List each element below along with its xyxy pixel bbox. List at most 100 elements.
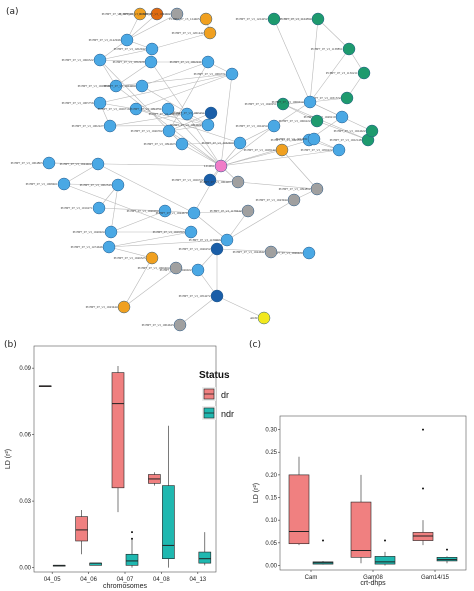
network-node-circle xyxy=(161,102,175,116)
network-node-label: PCHP7_07_v3_1043444 xyxy=(86,305,118,309)
network-edge xyxy=(168,61,209,132)
plot-frame xyxy=(33,345,217,573)
network-node: PCHP7_07_v3_1024264 xyxy=(104,79,149,93)
network-node-circle xyxy=(201,118,215,132)
network-node-label: PCHP7_07_v3_124465 xyxy=(169,17,200,21)
network-edge xyxy=(99,73,233,104)
network-edge xyxy=(282,103,318,122)
network-node-label: PCHP7_07_v3_1024622 xyxy=(334,129,366,133)
network-edge xyxy=(181,143,222,167)
network-node-circle xyxy=(187,206,201,220)
y-tick-label: 0.06 xyxy=(19,433,31,439)
network-node: PCHP7_07_v3_1043444 xyxy=(86,300,131,314)
y-tick-label: 0.05 xyxy=(265,541,277,547)
boxplot-chromosomes-panel: (b) 0.00 0.03 0.06 0.09 04_05 04_06 04_07 04_08… xyxy=(4,340,234,590)
network-node-circle xyxy=(241,204,255,218)
network-node-label: PCHP7_07_v3_1044642 xyxy=(233,250,265,254)
network-edge xyxy=(186,113,222,167)
network-node-circle xyxy=(267,12,281,26)
box-iqr xyxy=(374,556,396,565)
network-node-circle xyxy=(203,173,217,187)
box-ndr xyxy=(312,539,334,565)
network-node-label: PCHP7_07_v3_1046264 xyxy=(127,209,159,213)
network-edge xyxy=(220,138,315,167)
box-iqr xyxy=(125,553,139,566)
network-node-label: AKSI xyxy=(250,316,257,320)
y-tick-label: 0.10 xyxy=(265,518,277,524)
network-edge xyxy=(97,163,195,214)
network-node: PCHP7_07_v3_1032464 xyxy=(202,136,247,150)
network-edge xyxy=(63,163,99,185)
network-node-circle xyxy=(310,182,324,196)
network-node-label: PCHP7_07_v3_1044679 xyxy=(156,211,188,215)
y-axis-title: LD (r²) xyxy=(253,483,260,503)
network-node-label: PCHP7_07_v3_1064207 xyxy=(200,180,232,184)
network-node-circle xyxy=(210,242,224,256)
network-node: PCHP7_07_v3_1024031 xyxy=(276,132,321,146)
network-edge xyxy=(135,73,233,110)
network-node: PCHP7_07_v3_1029954 xyxy=(78,79,123,93)
outlier-point xyxy=(384,539,386,542)
box-ndr xyxy=(125,531,139,568)
network-node-circle xyxy=(287,193,301,207)
network-node: PCHP7_07_v3_1006771 xyxy=(194,67,239,81)
network-edge xyxy=(126,13,158,41)
network-edge xyxy=(179,295,218,326)
network-edge xyxy=(193,212,228,241)
network-node-label: PCHP7_07_v3_1022148 xyxy=(330,138,362,142)
network-node: PCHP7_07_v3_1060651 xyxy=(149,107,194,121)
network-node-label: PCHP7_07_v3_1094852 xyxy=(279,187,311,191)
network-edge xyxy=(168,124,209,132)
network-edge xyxy=(316,120,369,141)
network-node-label: PCHP7_07_v3_1094751 xyxy=(130,107,162,111)
network-node: PCHP7_07_v3_1094852 xyxy=(279,182,324,196)
network-node-label: PCHP7_07_v3_1024031 xyxy=(276,137,308,141)
network-node: PCHP7_07_v3_1026722 xyxy=(172,173,217,187)
network-node-circle xyxy=(357,66,371,80)
network-node-circle xyxy=(57,177,71,191)
network-node: PCHP7_07_v3_1044679 xyxy=(156,206,201,220)
box-dr xyxy=(350,474,372,564)
network-node-label: PCHP7_07_v3_2142946 xyxy=(89,38,121,42)
x-tick-label: 04_05 xyxy=(44,577,61,583)
network-node-circle xyxy=(204,106,218,120)
network-node-circle xyxy=(231,175,245,189)
network-node-label: PCHP7_07_v3_1094023 xyxy=(144,142,176,146)
network-edge xyxy=(220,149,340,167)
y-axis-title: LD (r²) xyxy=(5,449,12,469)
box-dr xyxy=(148,472,161,486)
network-edge xyxy=(167,108,222,167)
legend-title: Status xyxy=(199,370,230,381)
network-node: PCHP7_07_v3_1136211 xyxy=(326,66,371,80)
network-node-label: PCHP7_07_v3_1004022 xyxy=(170,123,202,127)
network-node-label: PCHP7_07_v3_1002227 xyxy=(72,124,104,128)
box-iqr xyxy=(162,485,175,560)
network-node-label: PCHP7_07_v3_1046325 xyxy=(114,256,146,260)
network-node-circle xyxy=(335,110,349,124)
y-tick-label: 0.20 xyxy=(265,473,277,479)
box-ndr xyxy=(162,425,175,568)
network-node: PCHP7_07_v3_1029763 xyxy=(153,225,198,239)
network-node-label: PCHP7_07_v3_1004863 xyxy=(11,161,43,165)
network-node-label: PCHP7_07_v3_1094462 xyxy=(139,12,171,16)
network-node-circle xyxy=(111,178,125,192)
network-node-label: PCHP7_07_v3_1032464 xyxy=(202,141,234,145)
box-ndr xyxy=(52,564,66,567)
network-node: PCHP7_07_v3_1078944 xyxy=(102,7,147,21)
network-node-label: PCHP7_07_v3_1224252 xyxy=(236,17,268,21)
network-node-label: PCHP7_07_v3_1016271 xyxy=(61,206,93,210)
legend-entry: ndr xyxy=(202,406,234,420)
network-node: PCHP7_07_v3_1124554 xyxy=(280,12,325,26)
network-edge xyxy=(99,59,152,63)
y-tick-label: 0.03 xyxy=(19,499,31,505)
network-edge xyxy=(317,18,350,50)
network-node-label: PCHP7_07_v3_1056222 xyxy=(301,148,333,152)
network-node-circle xyxy=(303,95,317,109)
network-node-label: PCHP7_07_v3_1026716 xyxy=(98,107,130,111)
legend-label: dr xyxy=(221,390,229,400)
network-node-circle xyxy=(214,159,228,173)
box-ndr xyxy=(89,562,102,566)
network-node: PCHP7_07_v3_1102024 xyxy=(119,7,164,21)
network-node: PCHP7_07_v3_1066464 xyxy=(138,261,183,275)
network-node-circle xyxy=(93,53,107,67)
